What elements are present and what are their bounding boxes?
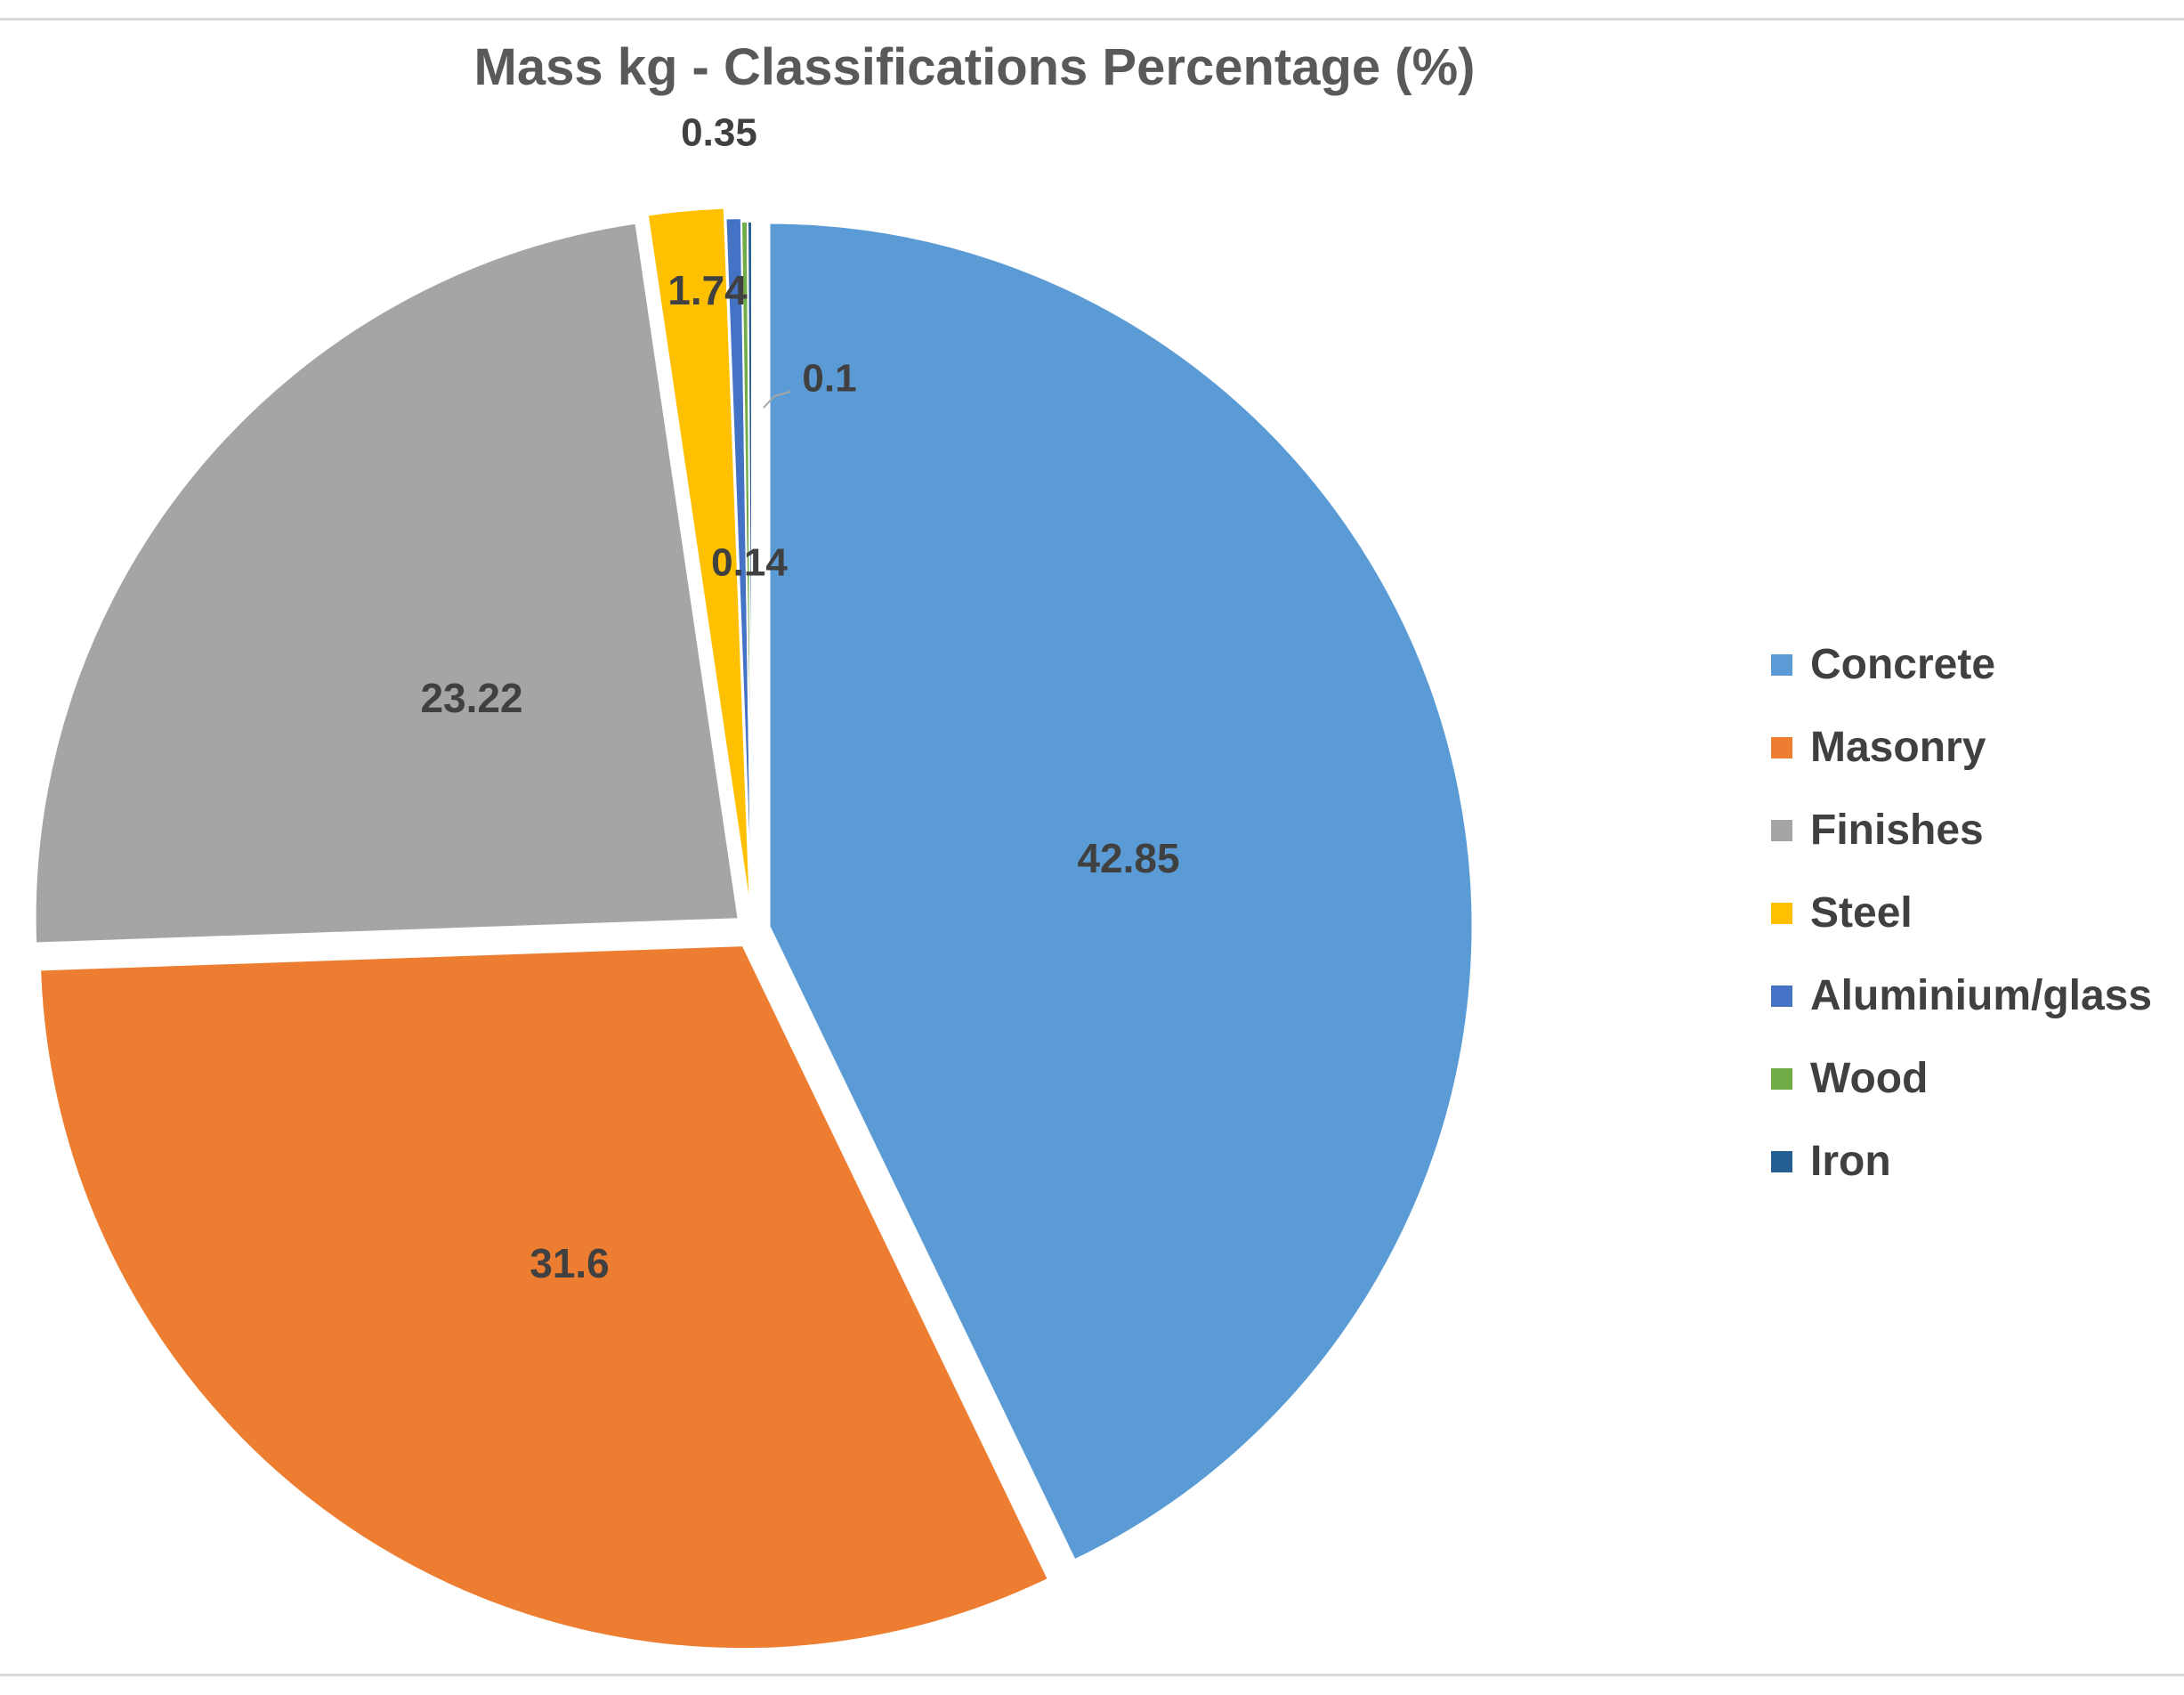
iron-label-leader-line [763, 391, 791, 409]
legend-swatch-wood [1771, 1067, 1792, 1090]
legend-item-aluminium-glass: Aluminium/glass [1771, 954, 2152, 1037]
legend-swatch-finishes [1771, 819, 1792, 841]
data-label-steel: 1.74 [667, 267, 748, 313]
pie-slice-finishes [34, 222, 740, 945]
data-label-finishes: 23.22 [420, 675, 522, 721]
legend-label-finishes: Finishes [1810, 807, 1984, 854]
legend-label-steel: Steel [1810, 889, 1913, 937]
pie-slice-iron [747, 220, 753, 926]
legend-label-wood: Wood [1810, 1055, 1929, 1102]
pie-data-labels: 42.85 31.6 23.22 1.74 0.35 0.14 0.1 [420, 111, 1179, 1287]
data-label-iron: 0.1 [802, 357, 856, 401]
legend-label-iron: Iron [1810, 1138, 1891, 1185]
legend-label-aluminium-glass: Aluminium/glass [1810, 972, 2153, 1019]
legend-item-masonry: Masonry [1771, 706, 2152, 789]
data-label-aluminium-glass: 0.35 [681, 111, 757, 155]
data-label-wood: 0.14 [711, 541, 788, 585]
chart-frame-top-line [0, 18, 2184, 20]
legend-item-concrete: Concrete [1771, 623, 2152, 706]
legend-swatch-concrete [1771, 653, 1792, 676]
legend-swatch-iron [1771, 1150, 1792, 1172]
legend-item-iron: Iron [1771, 1120, 2152, 1203]
chart-frame-bottom-line [0, 1674, 2184, 1676]
legend-label-masonry: Masonry [1810, 724, 1986, 771]
legend-swatch-masonry [1771, 736, 1792, 758]
pie-slice-masonry [39, 945, 1050, 1650]
chart-legend: Concrete Masonry Finishes Steel Aluminiu… [1771, 623, 2152, 1203]
pie-slice-aluminium-glass [724, 217, 753, 922]
legend-item-steel: Steel [1771, 872, 2152, 954]
data-label-masonry: 31.6 [530, 1240, 610, 1286]
pie-slices [34, 207, 1474, 1650]
chart-title: Mass kg - Classifications Percentage (%) [473, 38, 1476, 96]
legend-item-finishes: Finishes [1771, 789, 2152, 872]
pie-slice-concrete [768, 222, 1474, 1561]
legend-item-wood: Wood [1771, 1037, 2152, 1120]
data-label-concrete: 42.85 [1077, 835, 1179, 881]
legend-label-concrete: Concrete [1810, 641, 1996, 688]
legend-swatch-steel [1771, 902, 1792, 924]
pie-slice-steel [646, 207, 751, 912]
legend-swatch-aluminium-glass [1771, 985, 1792, 1007]
